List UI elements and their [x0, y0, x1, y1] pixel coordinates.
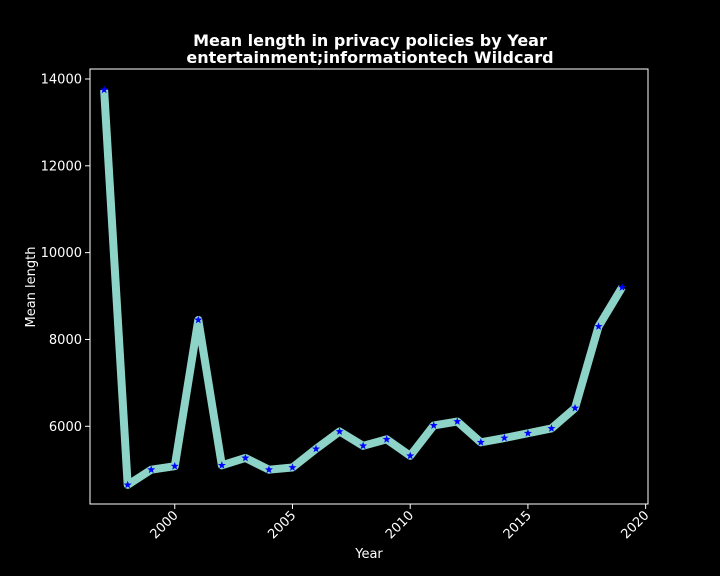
y-tick-label: 10000: [41, 246, 82, 261]
y-tick-label: 12000: [41, 159, 82, 174]
plot-frame: [89, 68, 649, 505]
y-axis-label: Mean length: [24, 247, 39, 328]
data-point: [288, 463, 297, 471]
data-point: [406, 451, 415, 460]
data-point: [170, 462, 179, 470]
x-tick-label: 2000: [148, 508, 182, 542]
x-tick-label: 2005: [265, 508, 299, 542]
data-point: [335, 427, 344, 435]
data-point: [571, 403, 580, 412]
y-tick-label: 8000: [49, 333, 82, 348]
data-point: [429, 421, 438, 429]
data-point: [618, 283, 627, 291]
data-point: [382, 435, 391, 443]
x-tick-label: 2020: [618, 508, 652, 542]
series-line: [100, 89, 626, 489]
x-axis-label: Year: [354, 547, 383, 562]
data-point: [264, 465, 273, 474]
data-point: [147, 465, 156, 474]
x-tick-label: 2010: [383, 508, 417, 542]
series-line-group: [100, 89, 626, 489]
data-point: [123, 480, 132, 489]
data-point: [241, 453, 250, 462]
data-point: [194, 315, 203, 324]
data-point: [476, 438, 485, 446]
data-point: [100, 85, 109, 94]
y-tick-label: 14000: [41, 72, 82, 87]
series-markers: [100, 85, 627, 489]
data-point: [217, 461, 226, 469]
data-point: [453, 417, 462, 425]
data-point: [359, 441, 368, 450]
y-tick-label: 6000: [49, 420, 82, 435]
chart-title-line-1: Mean length in privacy policies by Year: [193, 31, 547, 50]
data-point: [500, 433, 509, 442]
x-tick-label: 2015: [501, 508, 535, 542]
y-axis: 6000 8000 10000 12000 14000: [41, 72, 90, 435]
x-axis: 2000 2005 2010 2015 2020: [148, 504, 652, 542]
data-point: [547, 424, 556, 432]
data-point: [594, 322, 603, 330]
data-point: [523, 429, 532, 437]
data-point: [312, 444, 321, 453]
chart-title-line-2: entertainment;informationtech Wildcard: [186, 48, 553, 67]
